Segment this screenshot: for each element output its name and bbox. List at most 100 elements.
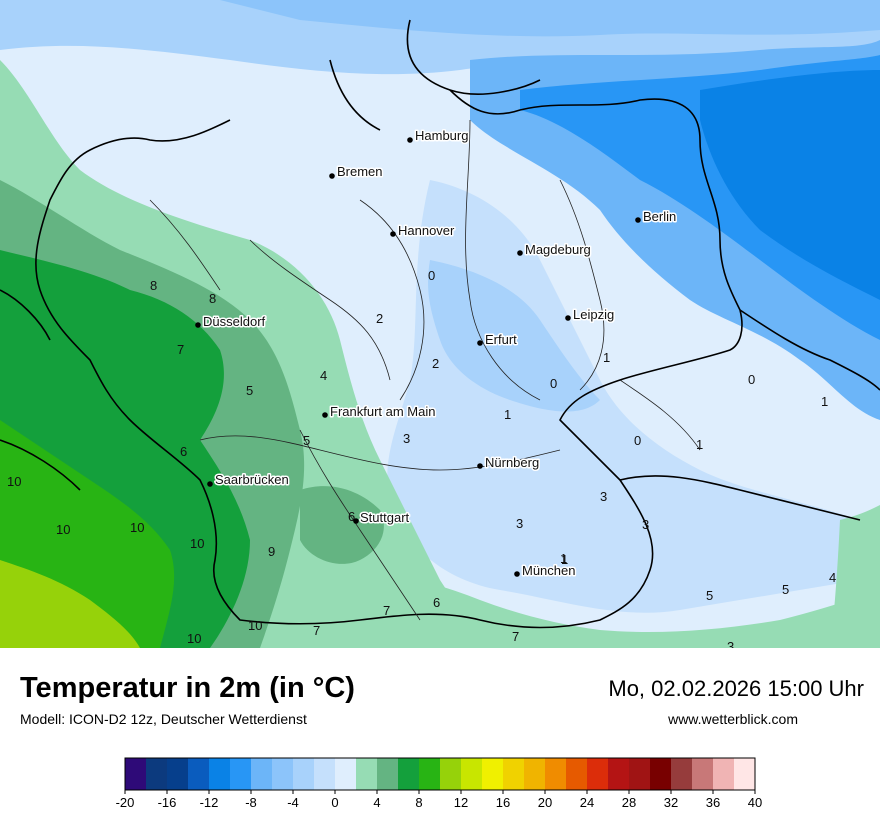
city-dot: [565, 315, 571, 321]
map-footer: Temperatur in 2m (in °C) Modell: ICON-D2…: [0, 648, 880, 830]
isotherm-label: 4: [829, 570, 836, 585]
isotherm-label: 3: [727, 639, 734, 648]
isotherm-label: 5: [246, 383, 253, 398]
legend-swatch: [482, 758, 504, 790]
isotherm-label: 0: [550, 376, 557, 391]
isotherm-label: 2: [432, 356, 439, 371]
city-label: München: [522, 563, 575, 578]
legend-tick-label: 16: [496, 795, 510, 810]
city-magdeburg: Magdeburg: [517, 241, 592, 259]
city-label: Magdeburg: [525, 242, 591, 257]
isotherm-label: 5: [303, 433, 310, 448]
temp-zone-thuringia: [428, 260, 600, 412]
isotherm-label: 1: [821, 394, 828, 409]
isotherm-label: 3: [600, 489, 607, 504]
legend-tick-label: 12: [454, 795, 468, 810]
isotherm-label: 5: [782, 582, 789, 597]
city-dot: [322, 412, 328, 418]
city-label: Bremen: [337, 164, 383, 179]
isotherm-label: 3: [642, 517, 649, 532]
city-dot: [195, 322, 201, 328]
country-borders: [0, 19, 880, 629]
city-label: Saarbrücken: [215, 472, 289, 487]
isotherm-label: 7: [177, 342, 184, 357]
city-label: Hamburg: [415, 128, 468, 143]
city-label: Düsseldorf: [203, 314, 266, 329]
legend-tick-label: 32: [664, 795, 678, 810]
isotherm-label: 10: [248, 618, 262, 633]
city-label: Stuttgart: [360, 510, 410, 525]
legend-tick-label: -12: [200, 795, 219, 810]
legend-tick-label: 4: [373, 795, 380, 810]
isotherm-label: 5: [706, 588, 713, 603]
legend-swatch: [608, 758, 630, 790]
temp-zone-north-2: [220, 0, 880, 37]
isotherm-label: 1: [561, 552, 568, 567]
forecast-datetime: Mo, 02.02.2026 15:00 Uhr: [608, 676, 864, 701]
legend-swatch: [356, 758, 378, 790]
city-dot: [517, 250, 523, 256]
isotherm-label: 2: [376, 311, 383, 326]
city-saarbruecken: Saarbrücken: [207, 471, 290, 489]
legend-swatch: [335, 758, 357, 790]
isotherm-label: 3: [516, 516, 523, 531]
city-dot: [514, 571, 520, 577]
isotherm-label: 6: [180, 444, 187, 459]
city-dot: [329, 173, 335, 179]
city-label: Nürnberg: [485, 455, 539, 470]
city-dot: [477, 463, 483, 469]
legend-tick-label: 8: [415, 795, 422, 810]
legend-swatch: [713, 758, 735, 790]
legend-tick-label: 0: [331, 795, 338, 810]
legend-swatch: [734, 758, 756, 790]
legend-swatch: [377, 758, 399, 790]
legend-tick-label: 40: [748, 795, 762, 810]
isotherm-label: 6: [348, 509, 355, 524]
city-hannover: Hannover: [390, 222, 457, 240]
website-link[interactable]: www.wetterblick.com: [668, 711, 798, 727]
temperature-map: 0 2 2 4 1 0 1 0 1 0 1 1 8 8 7 5 5 6 6 10…: [0, 0, 880, 648]
isotherm-labels: 0 2 2 4 1 0 1 0 1 0 1 1 8 8 7 5 5 6 6 10…: [7, 268, 836, 648]
city-label: Hannover: [398, 223, 455, 238]
isotherm-label: 7: [383, 603, 390, 618]
city-dot: [390, 231, 396, 237]
city-label: Frankfurt am Main: [330, 404, 435, 419]
isotherm-label: 10: [130, 520, 144, 535]
city-label: Erfurt: [485, 332, 517, 347]
legend-swatch: [272, 758, 294, 790]
temp-zone-east-coldest: [700, 70, 880, 300]
legend-swatch: [167, 758, 189, 790]
city-dot: [477, 340, 483, 346]
isotherm-label: 10: [56, 522, 70, 537]
state-borders: [149, 119, 701, 621]
city-berlin: Berlin: [635, 208, 678, 226]
legend-swatch: [566, 758, 588, 790]
legend-tick-label: 36: [706, 795, 720, 810]
city-frankfurt: Frankfurt am Main: [322, 403, 437, 421]
legend-swatch: [524, 758, 546, 790]
isotherm-label: 7: [512, 629, 519, 644]
city-label: Leipzig: [573, 307, 614, 322]
city-leipzig: Leipzig: [565, 306, 616, 324]
legend-swatch: [440, 758, 462, 790]
legend-swatch: [293, 758, 315, 790]
city-hamburg: Hamburg: [407, 127, 470, 145]
legend-tick-label: -16: [158, 795, 177, 810]
isotherm-label: 1: [696, 437, 703, 452]
city-muenchen: München: [514, 562, 577, 580]
legend-tick-label: -4: [287, 795, 299, 810]
city-dot: [635, 217, 641, 223]
isotherm-label: 7: [313, 623, 320, 638]
legend-tick-label: 20: [538, 795, 552, 810]
city-bremen: Bremen: [329, 163, 384, 181]
isotherm-label: 0: [428, 268, 435, 283]
legend-swatch: [692, 758, 714, 790]
isotherm-label: 9: [268, 544, 275, 559]
isotherm-label: 10: [187, 631, 201, 646]
isotherm-label: 0: [634, 433, 641, 448]
isotherm-label: 10: [190, 536, 204, 551]
city-erfurt: Erfurt: [477, 331, 519, 349]
legend-swatch: [230, 758, 252, 790]
isotherm-label: 8: [150, 278, 157, 293]
legend-swatch: [398, 758, 420, 790]
